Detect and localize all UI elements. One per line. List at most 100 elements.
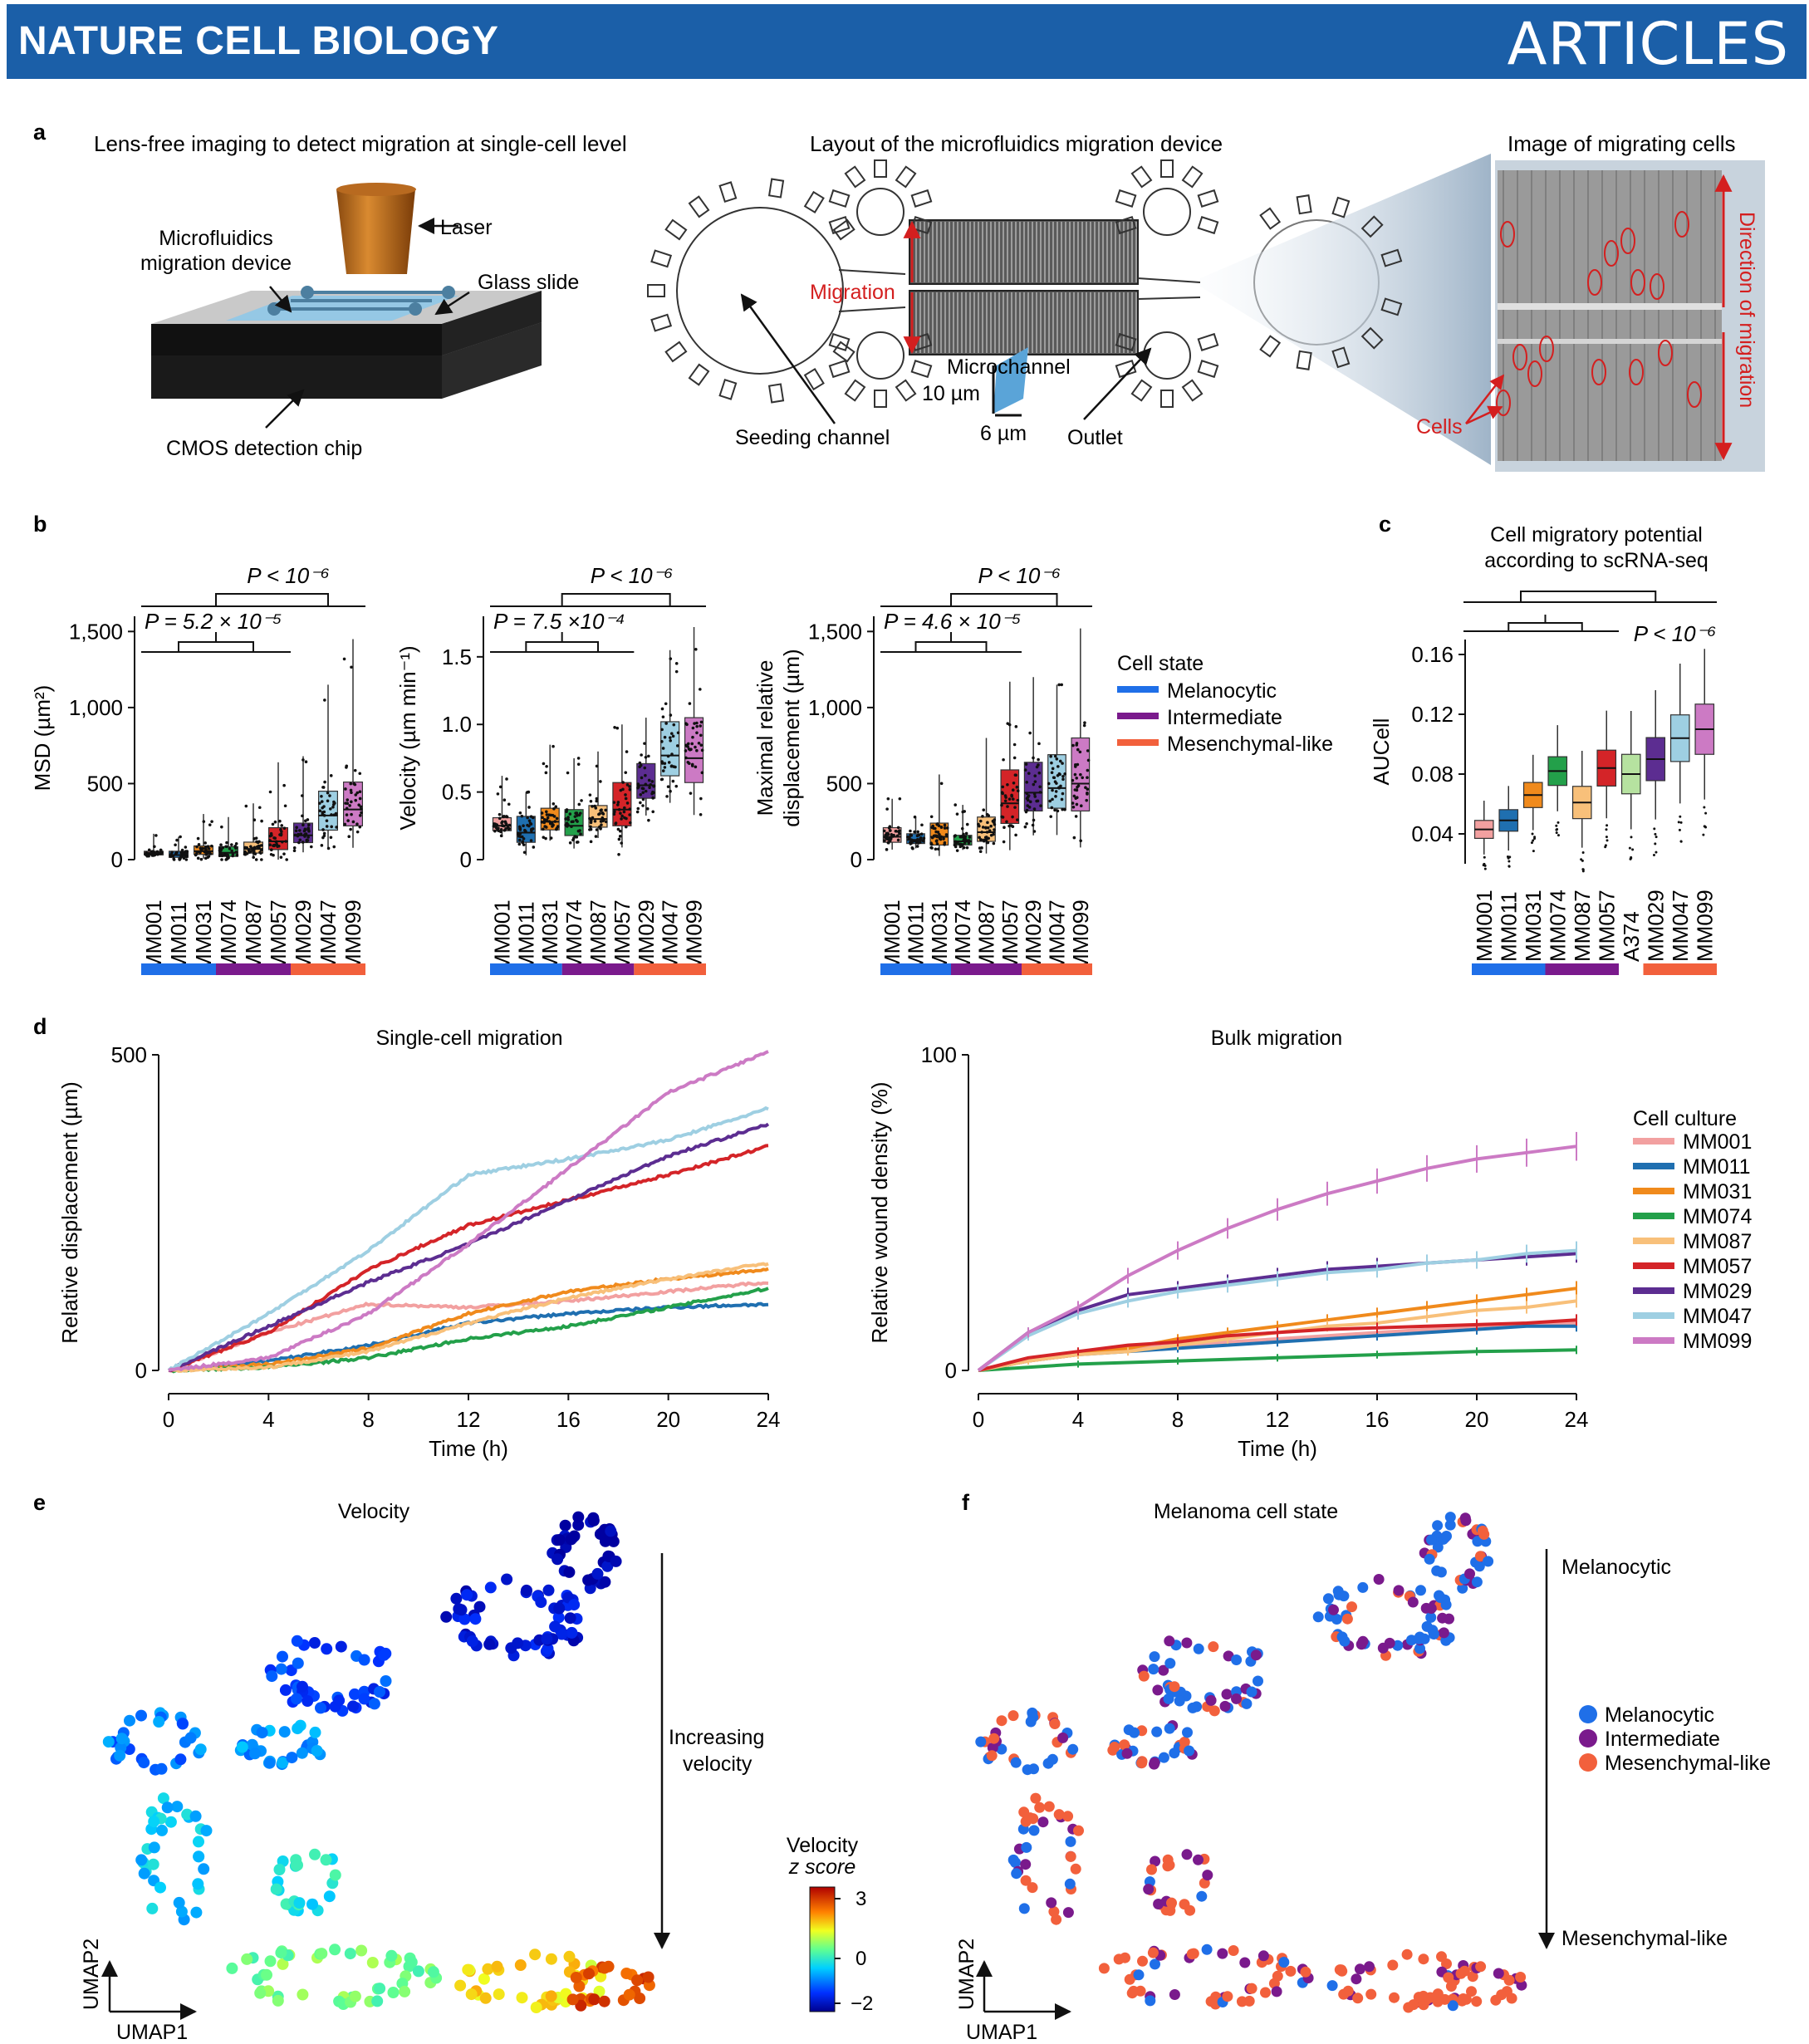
state-cell-point: [1025, 1716, 1037, 1728]
state-cell-point: [1515, 1972, 1527, 1983]
state-cell-point: [1444, 1519, 1456, 1531]
velocity-cell-point: [273, 1864, 286, 1875]
state-cell-point: [1496, 1989, 1508, 2001]
state-cell-point: [1312, 1611, 1324, 1623]
state-cell-point: [987, 1742, 998, 1753]
state-bar: [291, 963, 365, 975]
velocity-cell-point: [323, 1890, 336, 1903]
velocity-cell-point: [385, 1949, 398, 1962]
velocity-cell-point: [542, 1584, 555, 1596]
sample-label: MM029: [634, 899, 659, 972]
state-cell-point: [1445, 1981, 1457, 1992]
velocity-cell-point: [458, 1613, 471, 1625]
velocity-cell-point: [374, 1686, 385, 1698]
seeding-channel-label: Seeding channel: [735, 426, 890, 449]
cbar-tick-minus2: −2: [851, 1993, 873, 2015]
state-cell-point: [1460, 1515, 1472, 1527]
state-cell-point: [1164, 1723, 1175, 1734]
panel-d-linecharts: 0 500 0 4 8 12 16 20 24 Time (h) Relative displace…: [57, 1042, 1588, 1461]
velocity-cell-point: [138, 1757, 150, 1769]
state-cell-point: [1418, 1953, 1429, 1965]
single-cell-title: Single-cell migration: [375, 1027, 562, 1050]
state-cell-point: [1384, 1637, 1395, 1649]
state-cell-point: [1474, 1551, 1486, 1562]
velocity-cell-point: [465, 1988, 478, 2001]
sample-label: MM074: [561, 899, 586, 972]
state-cell-point: [1150, 1855, 1161, 1867]
sample-label: MM087: [974, 899, 999, 972]
state-cell-point: [1425, 1611, 1437, 1623]
state-cell-point: [1020, 1816, 1032, 1827]
legend-MM087: MM087: [1683, 1230, 1752, 1253]
state-cell-point: [1403, 2002, 1414, 2013]
velocity-cell-point: [157, 1792, 169, 1805]
section-label: ARTICLES: [1507, 10, 1789, 78]
sample-label: MM057: [998, 899, 1022, 972]
state-cell-point: [1387, 1959, 1399, 1971]
state-cell-point: [1133, 1969, 1145, 1981]
state-cell-point: [1030, 1792, 1042, 1804]
legend-swatch-MM031: [1633, 1188, 1674, 1194]
auc-ytick-label: 0.04: [1411, 821, 1454, 846]
legend-swatch-MM001: [1633, 1138, 1674, 1145]
bulk-xtick-label: 4: [1072, 1407, 1084, 1432]
state-cell-point: [1506, 1993, 1517, 2004]
state-cell-point: [1246, 1983, 1257, 1994]
panel-label-b: b: [33, 512, 47, 537]
state-cell-point: [1049, 1718, 1061, 1729]
cbar-title-2: z score: [788, 1855, 856, 1879]
gradient-bottom-label: Mesenchymal-like: [1561, 1927, 1728, 1950]
state-cell-point: [1326, 1980, 1338, 1992]
single-line-MM047: [167, 1105, 769, 1372]
auc-p-value: P < 10⁻⁶: [1634, 621, 1717, 646]
sample-label: MM031: [191, 899, 216, 972]
state-cell-point: [1435, 1566, 1447, 1578]
legend-dot-intermediate: [1579, 1729, 1597, 1747]
state-cell-point: [1166, 1897, 1177, 1909]
vel-p-inner: P = 7.5 ×10⁻⁴: [493, 609, 625, 634]
state-cell-point: [1150, 1958, 1160, 1970]
sample-label: MM029: [291, 899, 316, 972]
state-cell-point: [1477, 1525, 1488, 1537]
msd-p-top: P < 10⁻⁶: [247, 563, 330, 588]
velocity-cell-point: [161, 1801, 174, 1814]
box-MM031: [540, 807, 560, 831]
auc-sample-label: MM087: [1570, 890, 1595, 962]
state-cell-point: [1027, 1882, 1038, 1894]
auc-state-bar: [1472, 963, 1546, 975]
mrd-p-top: P < 10⁻⁶: [978, 563, 1061, 588]
velocity-cell-point: [102, 1736, 115, 1748]
velocity-cell-point: [193, 1836, 204, 1848]
velocity-cell-point: [405, 1956, 418, 1968]
panel-c-title-2: according to scRNA-seq: [1484, 549, 1708, 572]
single-xtick-label: 0: [163, 1407, 174, 1432]
legend-MM031: MM031: [1683, 1180, 1752, 1203]
outlet-label: Outlet: [1067, 426, 1123, 449]
velocity-cell-point: [493, 1988, 505, 2001]
velocity-cell-point: [552, 1611, 565, 1624]
state-cell-point: [1231, 1693, 1242, 1704]
velocity-cell-point: [277, 1650, 288, 1663]
state-cell-point: [1346, 1601, 1357, 1613]
single-line-MM057: [168, 1144, 769, 1373]
state-cell-point: [1331, 1614, 1342, 1625]
velocity-cell-point: [175, 1905, 188, 1918]
velocity-cell-point: [575, 1999, 587, 2012]
auc-ytick-label: 0.16: [1411, 642, 1454, 667]
velocity-cell-point: [309, 1848, 321, 1860]
velocity-cell-point: [320, 1854, 332, 1866]
velocity-colorbar: [809, 1886, 836, 2012]
state-cell-point: [1365, 1988, 1377, 2000]
velocity-cell-point: [177, 1718, 189, 1730]
single-ytick-label: 0: [135, 1358, 147, 1383]
velocity-cell-point: [545, 1990, 557, 2002]
velocity-cell-point: [254, 1987, 267, 1999]
bracket-top: [141, 593, 365, 607]
legend-MM047: MM047: [1683, 1305, 1752, 1328]
sample-label: MM029: [1021, 899, 1046, 972]
state-cell-point: [1407, 1596, 1419, 1608]
auc-ytick-label: 0.08: [1411, 762, 1454, 787]
direction-of-migration-label: Direction of migration: [1735, 212, 1758, 408]
